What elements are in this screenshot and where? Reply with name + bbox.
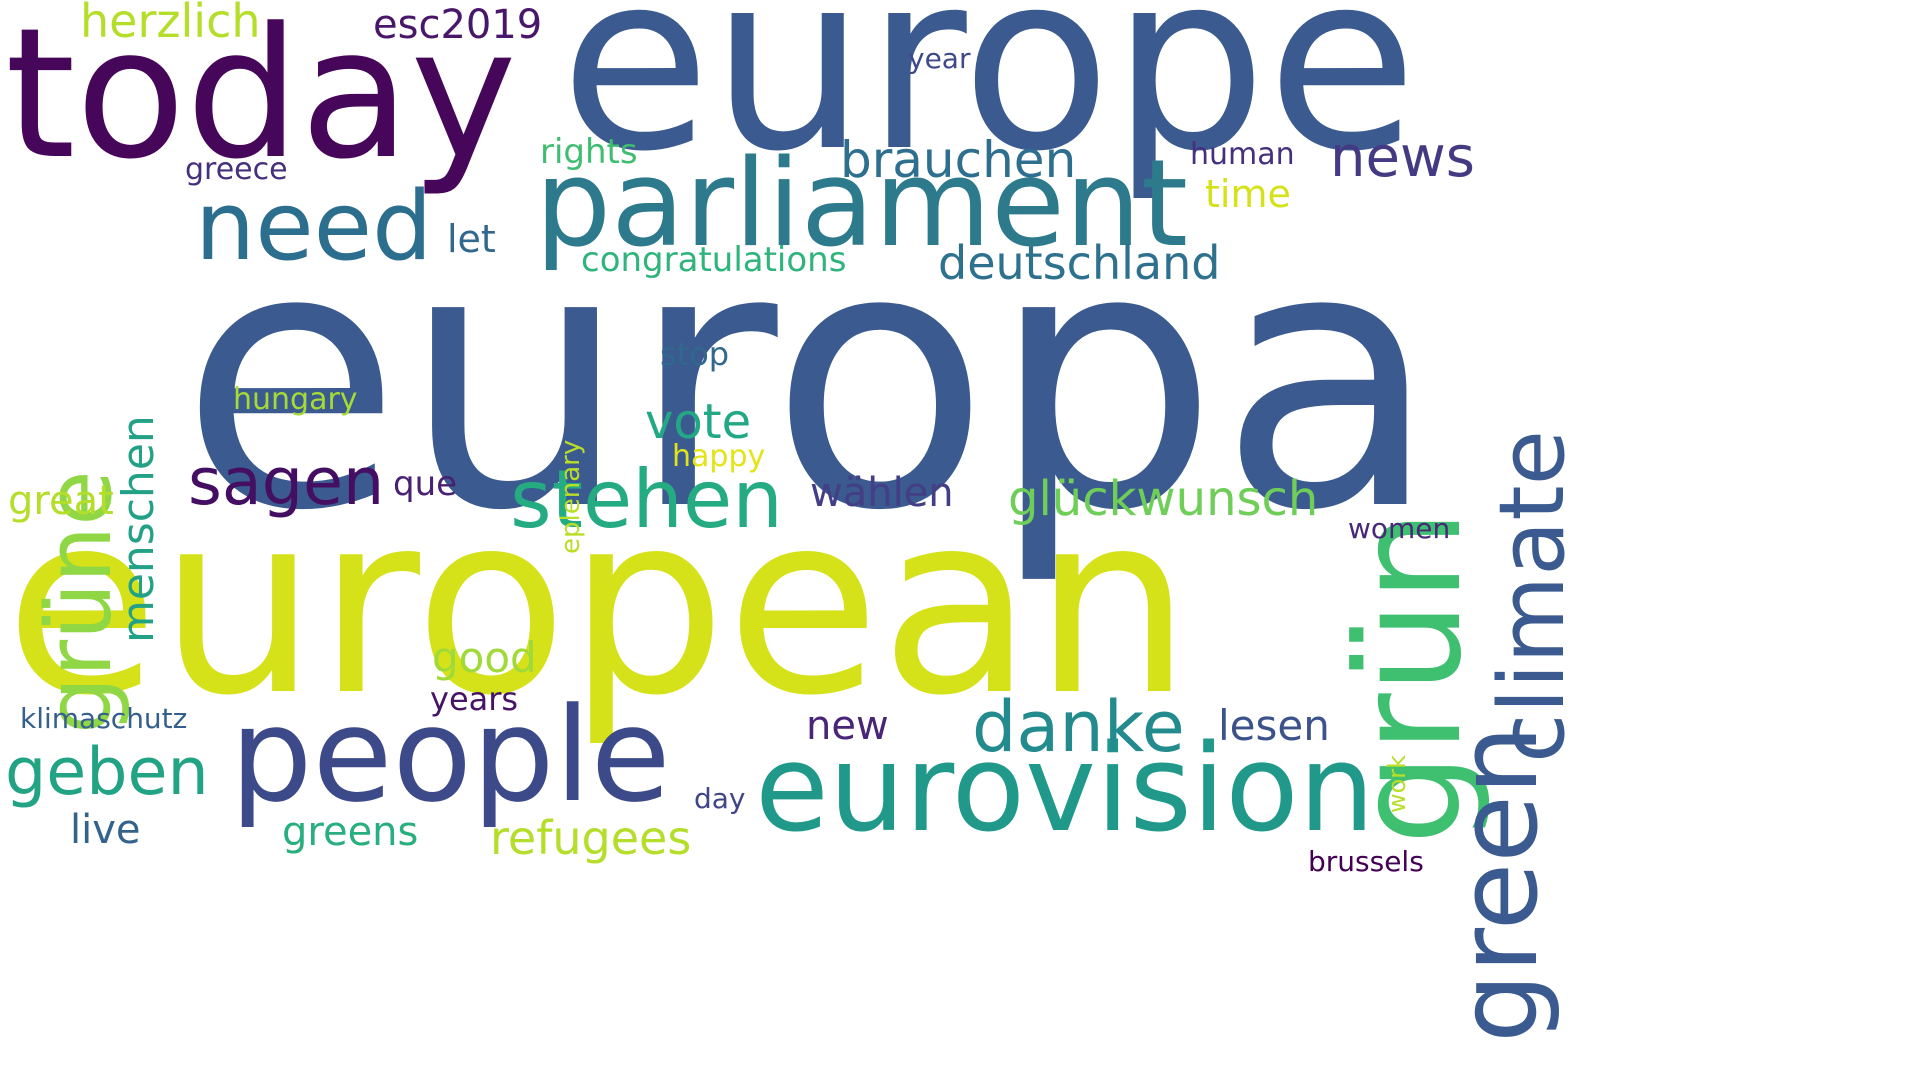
word-greece: greece (185, 152, 288, 187)
word-deutschland: deutschland (938, 236, 1221, 290)
word-people: people (230, 679, 671, 831)
word-eurovision: eurovision (755, 720, 1375, 859)
word-lesen: lesen (1218, 701, 1330, 750)
word-rights: rights (540, 132, 638, 172)
word-danke: danke (972, 686, 1185, 768)
word-work: work (1383, 754, 1411, 813)
word-geben: geben (5, 735, 209, 810)
word-vote: vote (645, 394, 752, 450)
word-esc2019: esc2019 (373, 2, 543, 48)
word-stehen: stehen (510, 453, 783, 546)
word-good: good (432, 633, 537, 682)
word-europe: europe (560, 0, 1418, 205)
word-greens: greens (282, 809, 419, 855)
word-year: year (908, 42, 971, 75)
word-herzlich: herzlich (80, 0, 261, 48)
word-news: news (1330, 125, 1475, 190)
word-sagen: sagen (188, 445, 385, 520)
word-brauchen: brauchen (840, 131, 1077, 189)
word-menschen: menschen (113, 415, 164, 643)
word-need: need (195, 172, 433, 282)
word-klimaschutz: klimaschutz (20, 702, 188, 735)
word-hungary: hungary (233, 382, 358, 417)
word-green: green (1434, 725, 1562, 1043)
word-brussels: brussels (1308, 845, 1424, 878)
word-europa: europa (180, 170, 1440, 589)
word-stop: stop (660, 335, 730, 373)
word-refugees: refugees (490, 811, 692, 865)
word-wählen: wählen (810, 470, 954, 516)
word-women: women (1348, 512, 1451, 545)
word-new: new (806, 703, 889, 749)
word-years: years (430, 680, 519, 718)
word-great: great (8, 478, 114, 524)
word-happy: happy (672, 439, 766, 474)
word-time: time (1205, 172, 1291, 216)
word-european: european (5, 459, 1192, 750)
word-climate: climate (1480, 430, 1585, 763)
word-today: today (5, 0, 517, 199)
word-human: human (1190, 137, 1295, 172)
word-live: live (70, 807, 141, 853)
word-parliament: parliament (535, 135, 1189, 274)
word-eplenary: eplenary (556, 439, 586, 554)
word-glückwunsch: glückwunsch (1008, 471, 1319, 527)
word-let: let (447, 217, 496, 261)
word-day: day (694, 782, 746, 815)
word-que: que (393, 464, 458, 504)
word-congratulations: congratulations (581, 240, 847, 280)
